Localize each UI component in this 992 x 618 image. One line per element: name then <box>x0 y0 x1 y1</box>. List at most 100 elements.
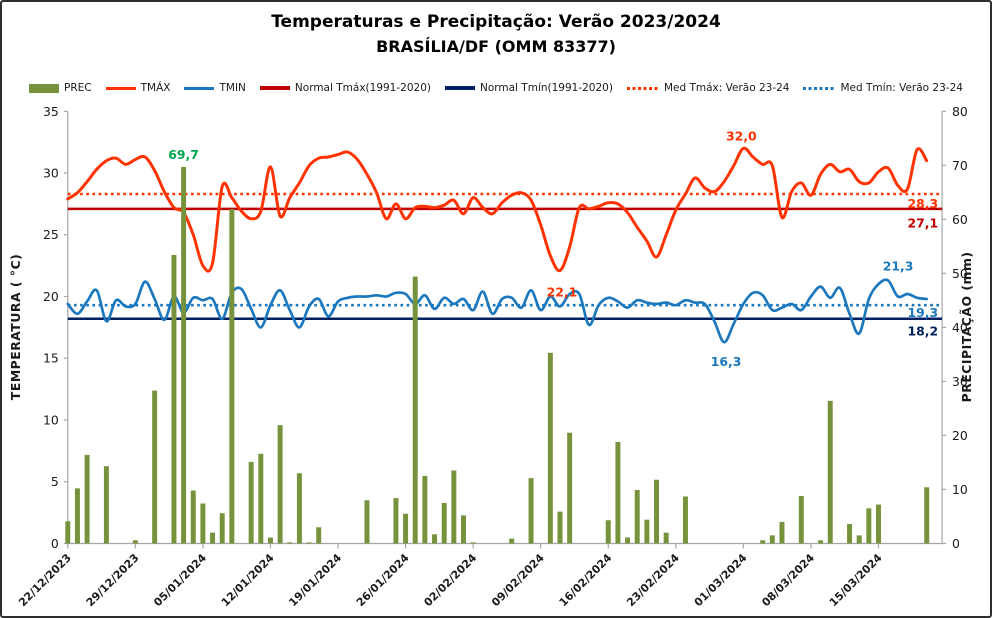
prec-bar <box>827 400 833 544</box>
prec-bar <box>267 537 273 544</box>
prec-bar <box>393 498 399 544</box>
legend-item-3: Normal Tmáx(1991-2020) <box>259 82 431 94</box>
legend-label: TMÁX <box>140 82 171 94</box>
chart-subtitle: BRASÍLIA/DF (OMM 83377) <box>376 37 616 56</box>
x-axis-date-label: 19/01/2024 <box>286 551 344 609</box>
value-annotation: 28,3 <box>907 196 938 211</box>
prec-bar <box>847 524 853 544</box>
value-annotation: 22,1 <box>547 284 578 299</box>
x-axis-date-label: 29/12/2023 <box>84 551 142 609</box>
legend-label: PREC <box>64 82 92 94</box>
right-axis-tick-label: 50 <box>952 266 968 281</box>
prec-bar <box>229 209 235 544</box>
right-axis-tick-label: 40 <box>952 320 968 335</box>
x-axis-date-label: 12/01/2024 <box>219 551 277 609</box>
prec-bar <box>866 508 872 544</box>
prec-bar <box>84 454 90 544</box>
prec-bar <box>210 532 216 544</box>
prec-bar <box>258 453 264 544</box>
right-axis-tick-label: 70 <box>952 158 968 173</box>
x-axis-date-label: 01/03/2024 <box>692 551 750 609</box>
prec-bar <box>924 487 930 544</box>
legend-label: TMIN <box>219 82 246 94</box>
x-axis-date-label: 08/03/2024 <box>759 551 817 609</box>
legend-label: Med Tmáx: Verão 23-24 <box>663 82 790 94</box>
prec-bar <box>625 537 631 544</box>
legend-label: Normal Tmín(1991-2020) <box>479 82 613 94</box>
value-annotation: 18,2 <box>907 324 938 339</box>
prec-bar <box>74 488 80 544</box>
right-axis-tick-label: 20 <box>952 428 968 443</box>
prec-bar <box>769 535 775 544</box>
prec-bar <box>528 478 534 544</box>
legend-item-5: Med Tmáx: Verão 23-24 <box>626 82 790 94</box>
value-annotation: 32,0 <box>726 128 757 143</box>
prec-bar <box>567 432 573 544</box>
prec-bar <box>876 504 881 544</box>
prec-bar <box>605 520 611 544</box>
value-annotation: 19,3 <box>907 305 938 320</box>
x-axis-date-label: 15/03/2024 <box>827 551 885 609</box>
tmax-line <box>66 146 929 273</box>
legend-label: Normal Tmáx(1991-2020) <box>294 82 431 94</box>
x-axis-date-label: 22/12/2023 <box>16 551 74 609</box>
x-axis-date-label: 05/01/2024 <box>151 551 209 609</box>
left-axis-title: TEMPERATURA ( °C) <box>8 254 23 400</box>
x-axis-date-label: 09/02/2024 <box>489 551 547 609</box>
prec-bar <box>557 511 563 544</box>
prec-bar <box>152 390 158 544</box>
legend-label: Med Tmín: Verão 23-24 <box>840 82 963 94</box>
prec-bar <box>470 542 476 544</box>
prec-bar <box>277 425 283 544</box>
prec-bar <box>103 466 109 544</box>
left-axis-tick-label: 25 <box>43 227 59 242</box>
prec-bar <box>634 489 640 544</box>
prec-bar <box>316 527 322 544</box>
legend-item-2: TMIN <box>184 82 246 94</box>
legend-item-4: Normal Tmín(1991-2020) <box>444 82 613 94</box>
prec-bar <box>422 475 428 544</box>
prec-bar <box>509 538 515 544</box>
prec-bar <box>219 513 225 544</box>
prec-bar <box>403 513 409 544</box>
prec-bar <box>856 535 862 544</box>
right-axis-tick-label: 10 <box>952 482 968 497</box>
left-axis-tick-label: 20 <box>43 289 59 304</box>
right-axis-tick-label: 60 <box>952 212 968 227</box>
prec-bar <box>132 540 138 544</box>
prec-bar <box>181 166 187 544</box>
prec-bar <box>65 521 71 544</box>
prec-bar <box>412 276 418 544</box>
prec-bar <box>760 540 766 544</box>
x-axis-date-label: 02/02/2024 <box>421 551 479 609</box>
left-axis-tick-label: 0 <box>51 536 59 551</box>
value-annotation: 69,7 <box>168 147 199 162</box>
prec-bar <box>818 540 824 544</box>
x-axis-date-label: 26/01/2024 <box>354 551 412 609</box>
right-axis-title: PRECIPITAÇÃO (mm) <box>959 251 974 402</box>
legend-line-swatch-icon <box>444 86 475 90</box>
prec-bar <box>779 521 785 544</box>
legend-line-swatch-icon <box>184 86 215 90</box>
left-axis-tick-label: 15 <box>43 351 59 366</box>
prec-bar <box>432 534 438 544</box>
right-axis-tick-label: 0 <box>952 536 960 551</box>
prec-bar <box>200 503 206 544</box>
prec-bar <box>296 473 302 544</box>
x-axis-date-label: 23/02/2024 <box>624 551 682 609</box>
legend-line-swatch-icon <box>259 86 290 90</box>
value-annotation: 27,1 <box>907 216 938 231</box>
left-axis-tick-label: 30 <box>43 165 59 180</box>
chart-legend: PREC TMÁX TMIN Normal Tmáx(1991-2020) Normal… <box>2 82 990 94</box>
prec-bar <box>654 479 659 544</box>
legend-line-swatch-icon <box>105 86 136 90</box>
right-axis-tick-label: 80 <box>952 104 968 119</box>
prec-bar <box>441 502 447 544</box>
legend-item-0: PREC <box>29 82 92 94</box>
tmin-line <box>66 278 929 344</box>
prec-bar <box>644 519 650 544</box>
value-annotation: 21,3 <box>883 259 914 274</box>
left-axis-tick-label: 35 <box>43 104 59 119</box>
